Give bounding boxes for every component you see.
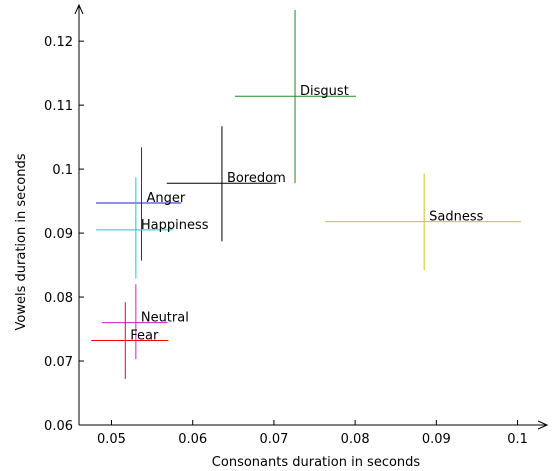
- y-tick-label: 0.07: [44, 355, 73, 370]
- cross-fear: Fear: [91, 302, 169, 379]
- y-axis-arrow: [74, 3, 84, 15]
- y-tick-label: 0.12: [44, 35, 73, 50]
- point-label: Anger: [147, 191, 186, 206]
- point-label: Boredom: [227, 171, 286, 186]
- y-tick-label: 0.08: [44, 291, 73, 306]
- x-tick-label: 0.05: [97, 432, 126, 447]
- point-label: Neutral: [141, 311, 189, 326]
- x-axis-arrow: [537, 420, 549, 430]
- point-label: Sadness: [429, 210, 483, 225]
- cross-anger: Anger: [96, 147, 186, 261]
- y-tick-label: 0.06: [44, 419, 73, 434]
- x-axis-label: Consonants duration in seconds: [212, 455, 421, 470]
- y-axis-label: Vowels duration in seconds: [14, 153, 29, 330]
- cross-sadness: Sadness: [325, 173, 521, 271]
- x-tick-label: 0.07: [259, 432, 288, 447]
- x-tick-label: 0.1: [507, 432, 528, 447]
- y-tick-label: 0.1: [52, 163, 73, 178]
- cross-disgust: Disgust: [234, 9, 356, 184]
- chart-axes: 0.05 0.06 0.07 0.08 0.09 0.1 0.06 0.07 0.08 0.09 0…: [44, 3, 549, 447]
- chart-marks: Disgust Boredom Anger Happiness Sadness Neutr…: [91, 9, 521, 379]
- point-label: Happiness: [141, 218, 209, 233]
- y-tick-label: 0.11: [44, 99, 73, 114]
- x-tick-label: 0.09: [422, 432, 451, 447]
- point-label: Fear: [130, 329, 159, 344]
- cross-boredom: Boredom: [166, 126, 286, 242]
- cross-happiness: Happiness: [96, 177, 209, 279]
- y-tick-label: 0.09: [44, 227, 73, 242]
- x-tick-label: 0.08: [341, 432, 370, 447]
- cross-neutral: Neutral: [101, 284, 189, 360]
- point-label: Disgust: [300, 84, 349, 99]
- x-tick-label: 0.06: [178, 432, 207, 447]
